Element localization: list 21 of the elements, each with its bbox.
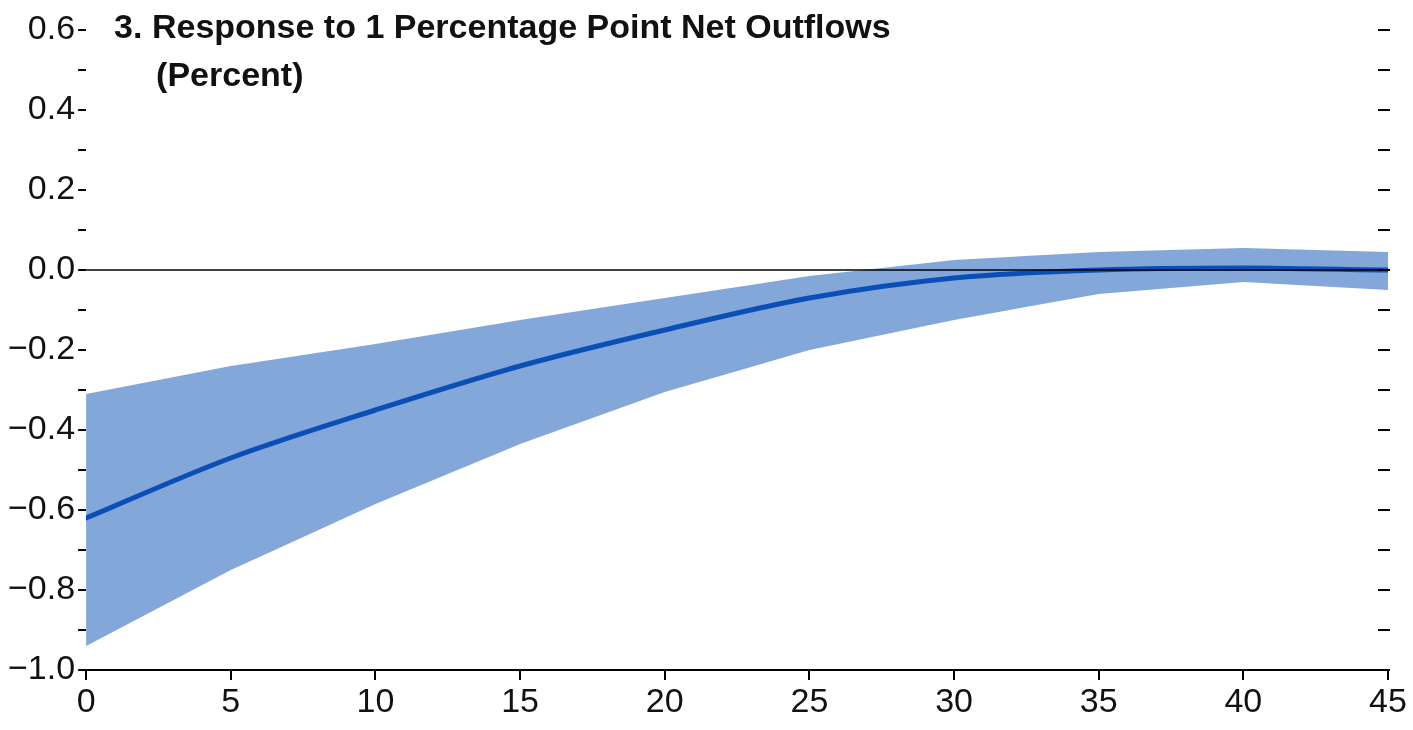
x-tick-label: 15 [501, 681, 539, 720]
y-tick-label: 0.0 [27, 248, 76, 287]
x-tick-label: 40 [1224, 681, 1263, 720]
x-tick-label: 5 [221, 681, 241, 720]
y-tick-label: −1.0 [8, 648, 76, 687]
chart-title: 3. Response to 1 Percentage Point Net Outflows [114, 7, 891, 46]
y-tick-label: 0.4 [27, 88, 76, 127]
x-tick-label: 45 [1369, 681, 1407, 720]
y-tick-label: −0.4 [8, 408, 76, 447]
y-tick-label: −0.8 [8, 568, 76, 607]
y-tick-label: −0.6 [8, 488, 76, 527]
x-tick-label: 35 [1079, 681, 1118, 720]
y-tick-label: 0.2 [27, 168, 76, 207]
x-tick-label: 0 [76, 681, 96, 720]
x-tick-label: 30 [935, 681, 973, 720]
x-tick-label: 10 [356, 681, 395, 720]
x-tick-label: 25 [790, 681, 829, 720]
text: (Percent) [156, 55, 304, 94]
y-tick-label: 0.6 [27, 8, 76, 47]
y-tick-label: −0.2 [8, 328, 76, 367]
x-tick-label: 20 [645, 681, 684, 720]
